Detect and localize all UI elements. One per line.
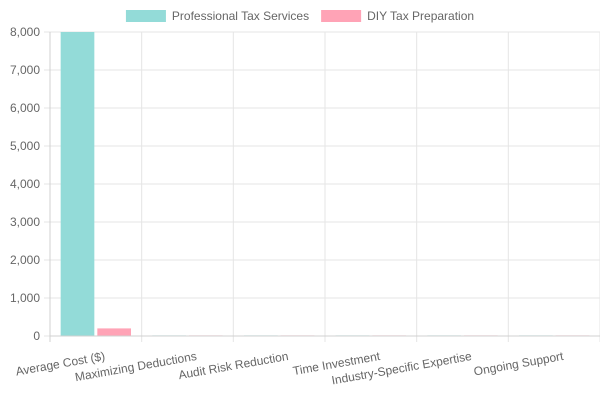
y-tick-label: 4,000 (10, 177, 40, 191)
bar[interactable] (97, 328, 131, 336)
y-tick-label: 0 (33, 329, 40, 343)
x-tick: Ongoing Support (473, 349, 565, 379)
legend-item[interactable]: DIY Tax Preparation (321, 9, 474, 23)
x-tick-label: Ongoing Support (473, 349, 565, 379)
y-tick-label: 8,000 (10, 25, 40, 39)
legend-swatch (321, 10, 362, 22)
legend-label: DIY Tax Preparation (367, 9, 474, 23)
x-axis: Average Cost ($)Maximizing DeductionsAud… (15, 335, 600, 387)
legend-label: Professional Tax Services (172, 9, 309, 23)
legend-item[interactable]: Professional Tax Services (125, 9, 309, 23)
y-tick-label: 1,000 (10, 291, 40, 305)
y-tick-label: 7,000 (10, 63, 40, 77)
legend-swatch (125, 10, 166, 22)
bar[interactable] (60, 32, 95, 336)
y-tick-label: 6,000 (10, 101, 40, 115)
y-tick-label: 2,000 (10, 253, 40, 267)
y-tick-label: 3,000 (10, 215, 40, 229)
y-axis: 0 1,000 2,000 3,000 4,000 5,000 6,000 7,000 8,00… (10, 25, 40, 343)
y-tick-label: 5,000 (10, 139, 40, 153)
bars (60, 32, 590, 336)
legend: Professional Tax Services DIY Tax Prepara… (125, 9, 474, 23)
grid (44, 31, 600, 342)
